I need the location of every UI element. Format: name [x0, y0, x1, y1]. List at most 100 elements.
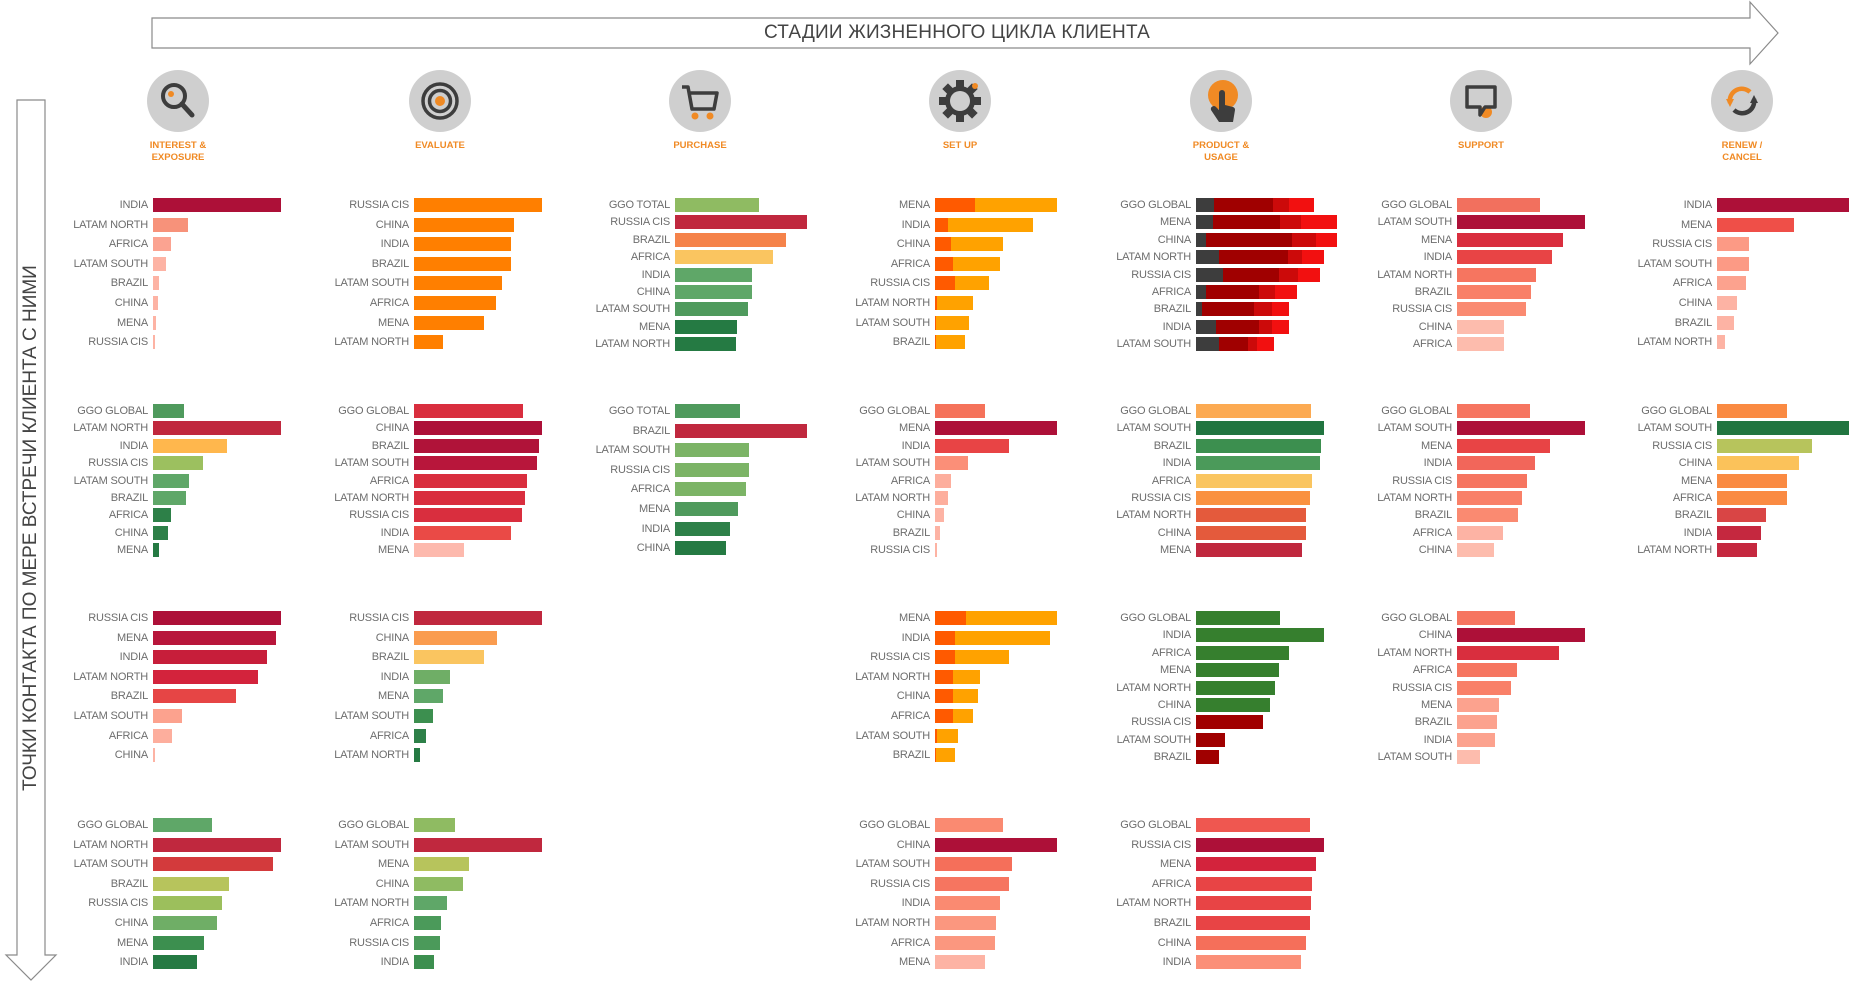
- bar-row: MENA: [0, 955, 930, 969]
- bar-row: CHINA: [0, 218, 409, 232]
- bar: [153, 748, 155, 763]
- bar-row: CHINA: [0, 541, 670, 555]
- bar: [1457, 250, 1552, 265]
- category-label: LATAM NORTH: [334, 897, 409, 910]
- category-label: MENA: [1421, 233, 1452, 246]
- bar-row: LATAM NORTH: [0, 250, 1191, 264]
- bar: [935, 857, 1012, 872]
- bar: [1457, 491, 1523, 505]
- bar-row: AFRICA: [0, 936, 930, 950]
- category-label: LATAM NORTH: [1116, 897, 1191, 910]
- bar-row: GGO GLOBAL: [0, 404, 409, 418]
- bar-row: AFRICA: [0, 491, 1712, 505]
- category-label: AFRICA: [108, 509, 148, 522]
- bar: [935, 473, 951, 488]
- bar: [935, 525, 940, 540]
- category-label: RUSSIA CIS: [1392, 474, 1452, 487]
- bar: [675, 215, 807, 230]
- stage-evaluate: EVALUATE: [380, 70, 500, 152]
- bar-row: CHINA: [0, 296, 1712, 310]
- bar-segment: [935, 315, 937, 330]
- bar-row: BRAZIL: [0, 439, 1192, 453]
- stage-label: SUPPORT: [1458, 140, 1504, 151]
- category-label: INDIA: [119, 956, 149, 969]
- bar-row: LATAM SOUTH: [0, 733, 1192, 747]
- bar: [1457, 404, 1530, 418]
- category-label: RUSSIA CIS: [349, 509, 409, 522]
- category-label: LATAM SOUTH: [334, 277, 410, 290]
- bar: [153, 296, 159, 310]
- bar-row: RUSSIA CIS: [0, 715, 1191, 729]
- bar-segment: [935, 256, 954, 271]
- bar-segment: [935, 630, 955, 645]
- bar-row: LATAM SOUTH: [0, 302, 671, 316]
- bar-row: CHINA: [0, 526, 1191, 540]
- bar-row: CHINA: [0, 838, 930, 852]
- bar-row: RUSSIA CIS: [0, 491, 1191, 505]
- bar: [414, 611, 542, 625]
- category-label: BRAZIL: [1674, 316, 1713, 329]
- bar: [1717, 456, 1799, 471]
- bar: [153, 508, 171, 523]
- bar-segment: [1202, 302, 1254, 317]
- bar: [1196, 456, 1321, 471]
- bar-row: INDIA: [0, 218, 931, 232]
- bar: [1457, 456, 1536, 471]
- category-label: LATAM NORTH: [1116, 251, 1191, 264]
- bar-row: LATAM NORTH: [0, 335, 1712, 349]
- bar-row: INDIA: [0, 526, 1713, 540]
- stage-label: PRODUCT & USAGE: [1192, 140, 1250, 163]
- bar: [1717, 276, 1747, 291]
- bar-row: RUSSIA CIS: [0, 463, 670, 477]
- bar: [414, 335, 444, 350]
- bar-row: AFRICA: [0, 508, 148, 522]
- bar: [1457, 645, 1560, 660]
- category-label: GGO GLOBAL: [1381, 405, 1452, 417]
- bar-row: LATAM SOUTH: [0, 456, 410, 470]
- bar: [1457, 732, 1496, 747]
- category-label: BRAZIL: [632, 424, 671, 437]
- bar-segment: [1196, 232, 1207, 247]
- bar: [935, 916, 996, 930]
- bar-row: RUSSIA CIS: [0, 456, 148, 470]
- category-label: RUSSIA CIS: [1652, 238, 1712, 251]
- category-label: BRAZIL: [110, 277, 149, 290]
- category-label: INDIA: [380, 238, 410, 251]
- bar-row: GGO GLOBAL: [0, 818, 930, 832]
- bar: [1196, 404, 1312, 418]
- category-label: MENA: [639, 320, 670, 333]
- bar-row: INDIA: [0, 198, 1713, 212]
- category-label: RUSSIA CIS: [349, 936, 409, 949]
- bar: [1196, 876, 1313, 891]
- category-label: INDIA: [1162, 956, 1192, 969]
- bar: [935, 508, 944, 523]
- bar: [935, 876, 1010, 891]
- category-label: AFRICA: [1412, 526, 1452, 539]
- bar-row: RUSSIA CIS: [0, 268, 1191, 282]
- category-label: INDIA: [380, 670, 410, 683]
- bar-row: MENA: [0, 857, 1191, 871]
- category-label: BRAZIL: [1414, 509, 1453, 522]
- bar-row: MENA: [0, 698, 1452, 712]
- bar-row: LATAM SOUTH: [0, 857, 931, 871]
- bar-row: LATAM SOUTH: [0, 215, 1453, 229]
- category-label: INDIA: [901, 897, 931, 910]
- bar-segment: [1212, 215, 1281, 230]
- bar: [1457, 543, 1495, 558]
- bar-row: LATAM NORTH: [0, 670, 930, 684]
- bar: [935, 837, 1057, 852]
- speech-bubble-icon: [1450, 70, 1512, 132]
- bar-row: LATAM SOUTH: [0, 709, 149, 723]
- bar-row: RUSSIA CIS: [0, 611, 409, 625]
- category-label: BRAZIL: [892, 526, 931, 539]
- bar: [1196, 525, 1307, 540]
- bar-segment: [1257, 337, 1275, 352]
- bar: [153, 315, 156, 330]
- bar: [414, 896, 448, 911]
- category-label: GGO GLOBAL: [77, 405, 148, 417]
- magnifier-icon: [147, 70, 209, 132]
- category-label: GGO GLOBAL: [1120, 819, 1191, 831]
- bar-segment: [1196, 319, 1217, 334]
- category-label: CHINA: [1157, 233, 1191, 246]
- bar: [153, 276, 160, 291]
